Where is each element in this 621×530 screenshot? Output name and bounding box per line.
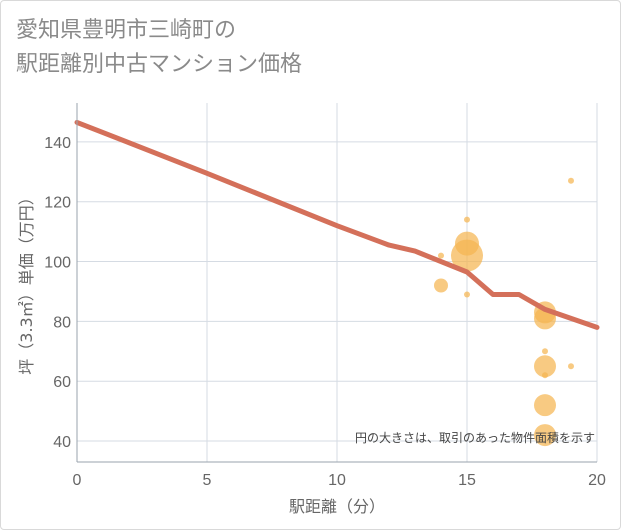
x-tick-label: 20: [588, 472, 606, 489]
y-axis-label: 坪（3.3㎡）単価（万円）: [17, 189, 36, 374]
bubble-point: [464, 216, 470, 223]
x-axis-label: 駅距離（分）: [289, 497, 385, 516]
y-tick-label: 60: [53, 374, 71, 391]
axes: 0 5 10 15 20 40 60 80 100 120 140: [44, 103, 606, 489]
bubble-point: [434, 278, 448, 293]
trend-line: [74, 119, 600, 330]
y-tick-label: 120: [44, 195, 71, 212]
chart-title: 愛知県豊明市三崎町の 駅距離別中古マンション価格: [16, 14, 302, 82]
bubble-point: [568, 177, 574, 184]
x-tick-label: 15: [458, 472, 476, 489]
bubble-point: [534, 394, 556, 417]
bubble-point: [542, 348, 548, 355]
bubble-point: [534, 424, 556, 447]
bubble-point: [568, 363, 574, 370]
bubble-series: [434, 177, 574, 447]
chart-title-line-1: 愛知県豊明市三崎町の: [16, 18, 237, 43]
x-tick-label: 5: [203, 472, 212, 489]
bubble-point: [438, 252, 444, 259]
chart-title-line-2: 駅距離別中古マンション価格: [16, 52, 303, 77]
y-tick-label: 40: [53, 434, 71, 451]
bubble-point: [451, 239, 483, 272]
trend-series: [74, 119, 600, 330]
x-tick-label: 10: [328, 472, 346, 489]
bubble-point: [542, 372, 548, 379]
y-tick-label: 80: [53, 314, 71, 331]
x-tick-label: 0: [73, 472, 82, 489]
bubble-point: [534, 355, 556, 378]
bubble-size-note: 円の大きさは、取引のあった物件面積を示す: [355, 430, 595, 445]
y-tick-label: 100: [44, 255, 71, 272]
bubble-point: [464, 291, 470, 298]
y-tick-label: 140: [44, 135, 71, 152]
